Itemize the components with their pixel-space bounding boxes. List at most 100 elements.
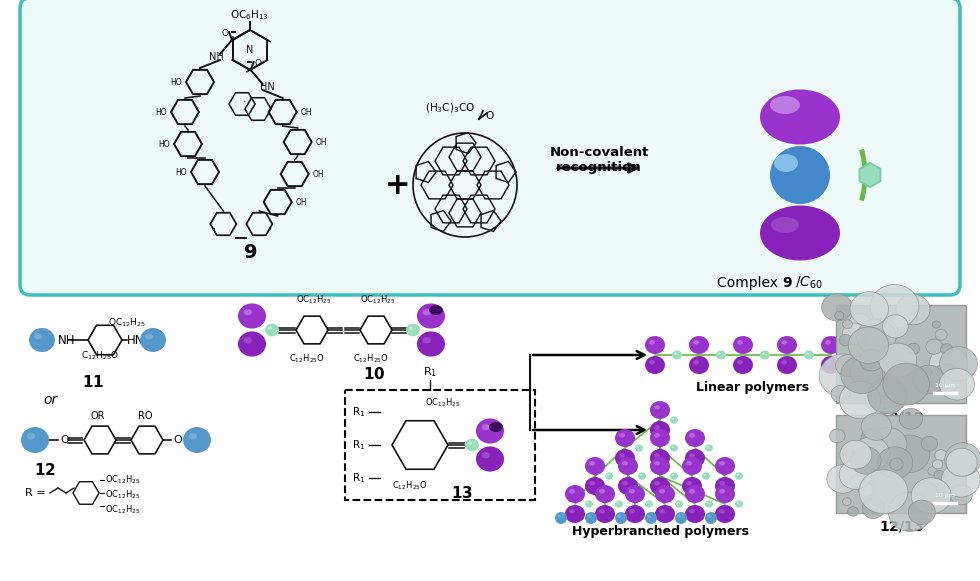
Text: $\mathrm{R_1}$: $\mathrm{R_1}$ — [353, 405, 366, 419]
Ellipse shape — [908, 500, 936, 525]
Ellipse shape — [935, 450, 947, 461]
Ellipse shape — [682, 457, 702, 475]
Ellipse shape — [911, 478, 952, 514]
Ellipse shape — [841, 356, 883, 393]
Text: $\mathrm{R_1}$: $\mathrm{R_1}$ — [353, 471, 366, 485]
Text: O: O — [254, 59, 262, 67]
Ellipse shape — [649, 360, 655, 364]
Ellipse shape — [862, 498, 885, 518]
Ellipse shape — [839, 334, 852, 346]
Ellipse shape — [655, 505, 675, 523]
Text: Non-covalent: Non-covalent — [550, 145, 649, 159]
Ellipse shape — [707, 502, 709, 504]
Ellipse shape — [585, 512, 597, 524]
Ellipse shape — [647, 502, 649, 504]
Ellipse shape — [704, 474, 706, 476]
Ellipse shape — [569, 489, 575, 493]
Text: R =: R = — [25, 488, 46, 498]
Text: O: O — [173, 435, 181, 445]
Text: ·: · — [211, 223, 216, 237]
Ellipse shape — [659, 509, 665, 514]
Ellipse shape — [939, 368, 974, 400]
Ellipse shape — [675, 512, 687, 524]
Ellipse shape — [26, 433, 35, 439]
Ellipse shape — [843, 350, 849, 354]
Ellipse shape — [406, 324, 420, 336]
Ellipse shape — [607, 474, 609, 476]
Text: 10 μm: 10 μm — [935, 383, 955, 388]
Ellipse shape — [595, 505, 615, 523]
Ellipse shape — [689, 489, 695, 493]
Ellipse shape — [587, 515, 591, 518]
Ellipse shape — [640, 474, 642, 476]
Ellipse shape — [645, 512, 657, 524]
Ellipse shape — [821, 356, 841, 374]
Ellipse shape — [659, 489, 665, 493]
Ellipse shape — [654, 481, 660, 486]
Ellipse shape — [654, 425, 660, 429]
Ellipse shape — [941, 344, 953, 354]
Ellipse shape — [674, 353, 677, 355]
FancyBboxPatch shape — [836, 415, 966, 513]
Ellipse shape — [429, 305, 443, 315]
Ellipse shape — [650, 421, 670, 439]
Ellipse shape — [843, 498, 851, 505]
Text: $\mathrm{OC_{12}H_{25}}$: $\mathrm{OC_{12}H_{25}}$ — [425, 396, 461, 409]
Ellipse shape — [896, 294, 930, 325]
Ellipse shape — [654, 405, 660, 410]
Ellipse shape — [777, 336, 797, 354]
Ellipse shape — [865, 381, 905, 416]
Ellipse shape — [585, 500, 593, 508]
Text: $\mathrm{OC_{12}H_{25}}$: $\mathrm{OC_{12}H_{25}}$ — [105, 474, 140, 486]
Ellipse shape — [670, 472, 678, 479]
Text: $\mathbf{10/12}$: $\mathbf{10/12}$ — [879, 410, 923, 425]
Ellipse shape — [558, 515, 561, 518]
Ellipse shape — [409, 327, 413, 329]
Polygon shape — [859, 163, 880, 187]
Text: OH: OH — [316, 138, 327, 146]
Ellipse shape — [771, 217, 799, 233]
Ellipse shape — [932, 460, 943, 469]
Ellipse shape — [715, 457, 735, 475]
Ellipse shape — [268, 327, 272, 329]
Ellipse shape — [565, 485, 585, 503]
Ellipse shape — [637, 446, 639, 448]
Text: $\mathbf{12}$: $\mathbf{12}$ — [34, 462, 56, 478]
Ellipse shape — [857, 319, 896, 354]
Ellipse shape — [827, 465, 858, 493]
Text: O: O — [60, 435, 69, 445]
Text: $\mathbf{12/13}$: $\mathbf{12/13}$ — [879, 519, 923, 535]
Text: HO: HO — [156, 107, 167, 117]
Ellipse shape — [821, 293, 853, 321]
Text: Hyperbranched polymers: Hyperbranched polymers — [571, 525, 749, 539]
Ellipse shape — [595, 485, 615, 503]
Ellipse shape — [650, 429, 670, 447]
Ellipse shape — [705, 512, 717, 524]
Text: $\mathrm{OC_{12}H_{25}}$: $\mathrm{OC_{12}H_{25}}$ — [108, 316, 146, 328]
Ellipse shape — [689, 453, 695, 458]
Ellipse shape — [719, 509, 725, 514]
Ellipse shape — [866, 318, 898, 347]
Ellipse shape — [883, 363, 929, 405]
Ellipse shape — [622, 461, 628, 465]
Ellipse shape — [866, 460, 882, 474]
Ellipse shape — [616, 502, 619, 504]
Ellipse shape — [467, 442, 472, 444]
Ellipse shape — [843, 320, 853, 329]
Ellipse shape — [671, 474, 674, 476]
Ellipse shape — [945, 443, 980, 476]
Ellipse shape — [858, 483, 873, 496]
Ellipse shape — [654, 433, 660, 437]
Text: +: + — [385, 170, 411, 199]
Ellipse shape — [879, 343, 916, 377]
Text: HO: HO — [175, 167, 187, 177]
Ellipse shape — [619, 433, 625, 437]
Text: $\mathrm{R_1}$: $\mathrm{R_1}$ — [353, 438, 366, 452]
Text: N: N — [246, 45, 254, 55]
Ellipse shape — [585, 457, 605, 475]
Text: OH: OH — [313, 170, 324, 178]
Ellipse shape — [804, 350, 814, 360]
Ellipse shape — [617, 515, 621, 518]
Ellipse shape — [555, 512, 567, 524]
Ellipse shape — [615, 512, 627, 524]
